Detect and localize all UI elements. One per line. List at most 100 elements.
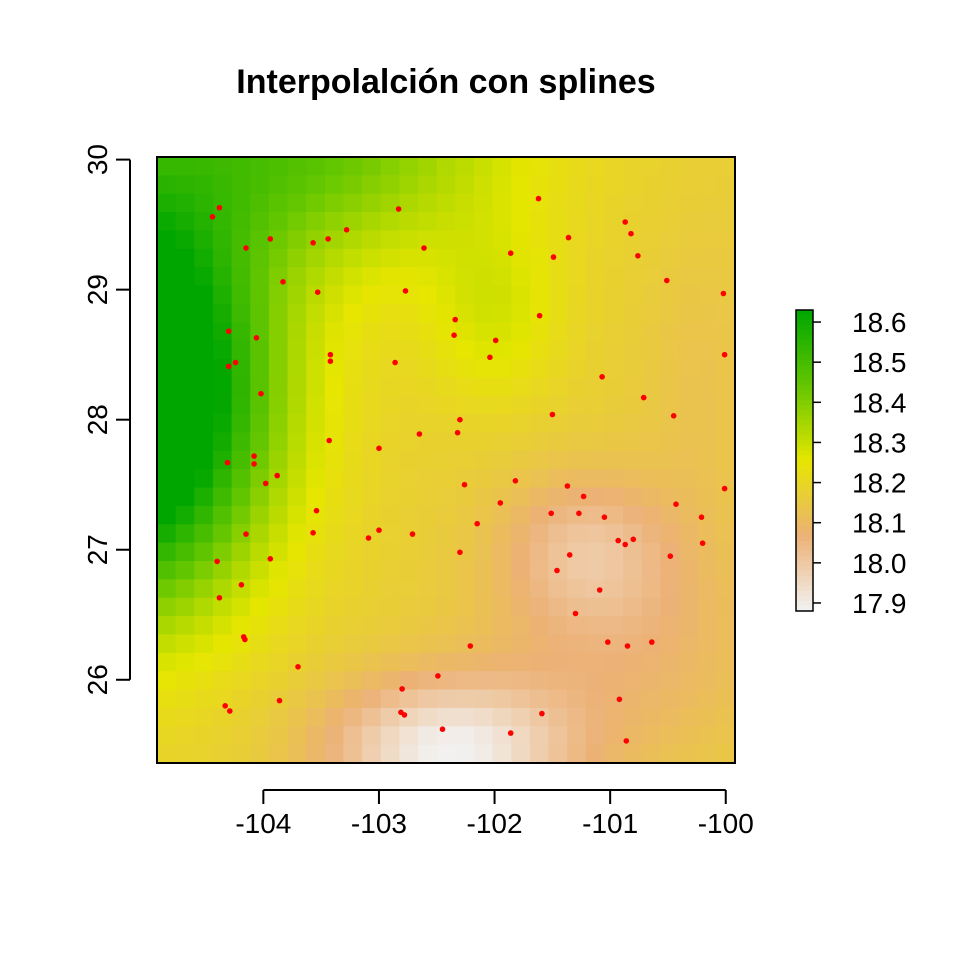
heatmap-cell xyxy=(623,267,643,287)
heatmap-cell xyxy=(194,652,214,672)
heatmap-cell xyxy=(212,322,233,342)
heatmap-cell xyxy=(492,707,512,727)
heatmap-cell xyxy=(697,303,717,323)
station-point xyxy=(487,354,493,361)
legend-swatch xyxy=(796,385,813,391)
legend-swatch xyxy=(796,335,813,341)
color-legend: 18.6 18.5 18.4 18.3 18.2 18.1 18.0 17.9 xyxy=(795,307,907,619)
heatmap-cell xyxy=(716,561,736,580)
heatmap-cell xyxy=(473,340,494,360)
heatmap-cell xyxy=(604,469,624,489)
heatmap-cell xyxy=(623,561,643,580)
heatmap-cell xyxy=(343,524,363,544)
heatmap-cell xyxy=(623,230,643,250)
heatmap-cell xyxy=(623,414,643,434)
heatmap-cell xyxy=(604,652,624,672)
heatmap-cell xyxy=(492,303,512,323)
legend-swatch xyxy=(796,340,813,346)
heatmap-cell xyxy=(604,414,624,434)
heatmap-cell xyxy=(157,377,177,397)
heatmap-cell xyxy=(623,432,643,452)
heatmap-cell xyxy=(250,726,270,746)
heatmap-cell xyxy=(343,267,363,287)
heatmap-cell xyxy=(399,395,419,415)
heatmap-cell xyxy=(567,303,587,323)
heatmap-cell xyxy=(473,616,494,636)
heatmap-cell xyxy=(324,689,345,709)
heatmap-cell xyxy=(455,469,475,489)
heatmap-cell xyxy=(380,303,400,323)
station-point xyxy=(699,540,706,546)
heatmap-cell xyxy=(585,248,606,268)
heatmap-cell xyxy=(697,671,717,691)
heatmap-cell xyxy=(716,377,736,397)
heatmap-cell xyxy=(157,487,177,507)
heatmap-cell xyxy=(529,175,550,195)
heatmap-cell xyxy=(473,487,494,507)
station-point xyxy=(549,411,556,418)
legend-swatch xyxy=(796,315,813,321)
heatmap-cell xyxy=(548,707,568,727)
heatmap-cell xyxy=(231,689,251,709)
heatmap-cell xyxy=(250,267,270,287)
heatmap-cell xyxy=(212,193,233,213)
heatmap-cell xyxy=(697,359,717,378)
heatmap-cell xyxy=(641,267,662,287)
heatmap-cell xyxy=(343,726,363,746)
heatmap-cell xyxy=(567,524,587,544)
heatmap-cell xyxy=(306,597,326,617)
heatmap-cell xyxy=(623,322,643,342)
heatmap-cell xyxy=(604,597,624,617)
heatmap-cell xyxy=(641,616,662,636)
heatmap-cell xyxy=(436,469,456,489)
legend-swatch xyxy=(796,525,813,532)
heatmap-cell xyxy=(455,450,475,470)
heatmap-cell xyxy=(250,597,270,617)
heatmap-cell xyxy=(641,505,662,525)
heatmap-cell xyxy=(175,561,195,580)
heatmap-cell xyxy=(473,322,494,342)
heatmap-cell xyxy=(231,267,251,287)
heatmap-cell xyxy=(455,432,475,452)
heatmap-cell xyxy=(157,230,177,250)
heatmap-cell xyxy=(212,744,233,764)
station-point xyxy=(258,390,264,397)
heatmap-cell xyxy=(268,193,289,213)
heatmap-cell xyxy=(250,634,270,654)
heatmap-cell xyxy=(623,248,643,268)
station-point xyxy=(667,553,674,559)
heatmap-cell xyxy=(231,469,251,489)
legend-swatch xyxy=(796,375,813,381)
heatmap-cell xyxy=(212,230,233,250)
heatmap-cell xyxy=(175,505,195,525)
heatmap-cell xyxy=(716,524,736,544)
heatmap-cell xyxy=(157,248,177,268)
heatmap-cell xyxy=(231,707,251,727)
heatmap-cell xyxy=(324,285,345,305)
heatmap-cell xyxy=(287,487,307,507)
heatmap-cell xyxy=(492,634,512,654)
legend-label: 18.3 xyxy=(852,427,907,458)
heatmap-cell xyxy=(231,579,251,599)
heatmap-cell xyxy=(679,487,699,507)
heatmap-cell xyxy=(473,579,494,599)
heatmap-cell xyxy=(697,432,717,452)
heatmap-cell xyxy=(548,359,568,378)
heatmap-cell xyxy=(473,157,494,176)
station-point xyxy=(535,195,542,202)
heatmap-cell xyxy=(716,634,736,654)
station-point xyxy=(599,374,605,380)
heatmap-cell xyxy=(287,671,307,691)
station-point xyxy=(640,394,647,401)
heatmap-cell xyxy=(604,248,624,268)
heatmap-cell xyxy=(324,377,345,397)
heatmap-cell xyxy=(604,689,624,709)
heatmap-cell xyxy=(641,744,662,764)
heatmap-cell xyxy=(418,212,438,232)
heatmap-cell xyxy=(194,432,214,452)
heatmap-cell xyxy=(641,542,662,562)
heatmap-cell xyxy=(399,359,419,378)
heatmap-cell xyxy=(362,505,382,525)
heatmap-cell xyxy=(268,744,289,764)
legend-label: 18.2 xyxy=(852,468,907,499)
